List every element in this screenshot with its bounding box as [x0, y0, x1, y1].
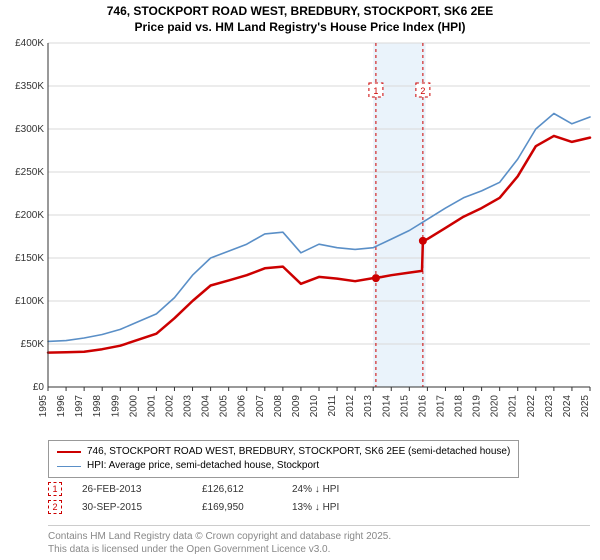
event-label-text: 2: [420, 86, 425, 96]
x-tick-label: 2005: [219, 395, 230, 418]
marker-row: 2 30-SEP-2015£169,95013% ↓ HPI: [48, 498, 412, 516]
y-tick-label: £150K: [15, 253, 44, 264]
x-tick-label: 1995: [38, 395, 49, 418]
x-tick-label: 1999: [110, 395, 121, 418]
y-tick-label: £300K: [15, 124, 44, 135]
marker-price: £126,612: [202, 484, 292, 495]
markers-table: 1 26-FEB-2013£126,61224% ↓ HPI 2 30-SEP-201…: [48, 480, 412, 516]
x-tick-label: 2003: [183, 395, 194, 418]
legend-row: HPI: Average price, semi-detached house,…: [57, 459, 510, 473]
chart-area: £0 £50K £100K £150K £200K £250K £300K £350K £400…: [0, 37, 600, 432]
chart-svg: £0 £50K £100K £150K £200K £250K £300K £350K £400…: [0, 37, 600, 432]
x-tick-label: 2022: [526, 395, 537, 418]
x-tick-label: 2010: [309, 395, 320, 418]
y-tick-label: £250K: [15, 167, 44, 178]
x-tick-label: 2004: [201, 395, 212, 418]
marker-diff: 13% ↓ HPI: [292, 502, 412, 513]
marker-date: 26-FEB-2013: [82, 484, 202, 495]
x-tick-label: 2009: [291, 395, 302, 418]
x-tick-label: 1996: [56, 395, 67, 418]
x-tick-label: 2025: [580, 395, 591, 418]
x-tick-label: 2017: [435, 395, 446, 418]
x-tick-label: 2002: [164, 395, 175, 418]
event-marker: [372, 274, 380, 282]
x-tick-label: 2006: [237, 395, 248, 418]
x-tick-label: 2007: [255, 395, 266, 418]
marker-price: £169,950: [202, 502, 292, 513]
x-tick-label: 1998: [92, 395, 103, 418]
x-tick-label: 2000: [128, 395, 139, 418]
event-marker: [419, 237, 427, 245]
event-label-text: 1: [373, 86, 378, 96]
title-line-2: Price paid vs. HM Land Registry's House …: [10, 20, 590, 36]
x-tick-label: 2024: [562, 395, 573, 418]
y-tick-label: £200K: [15, 210, 44, 221]
y-tick-label: £50K: [21, 339, 45, 350]
title-line-1: 746, STOCKPORT ROAD WEST, BREDBURY, STOC…: [10, 4, 590, 20]
marker-number-box: 2: [48, 500, 62, 514]
x-tick-label: 2013: [363, 395, 374, 418]
marker-number-box: 1: [48, 482, 62, 496]
x-tick-label: 2008: [273, 395, 284, 418]
x-tick-label: 2001: [146, 395, 157, 418]
legend-swatch: [57, 466, 81, 467]
x-tick-label: 1997: [74, 395, 85, 418]
x-tick-label: 2019: [472, 395, 483, 418]
x-tick-label: 2016: [417, 395, 428, 418]
footer: Contains HM Land Registry data © Crown c…: [48, 525, 590, 556]
y-tick-label: £0: [33, 382, 45, 393]
x-tick-label: 2012: [345, 395, 356, 418]
y-tick-label: £100K: [15, 296, 44, 307]
x-tick-label: 2023: [544, 395, 555, 418]
x-tick-label: 2014: [381, 395, 392, 418]
legend: 746, STOCKPORT ROAD WEST, BREDBURY, STOC…: [48, 440, 519, 478]
legend-label: HPI: Average price, semi-detached house,…: [87, 459, 319, 473]
chart-container: 746, STOCKPORT ROAD WEST, BREDBURY, STOC…: [0, 0, 600, 560]
y-tick-label: £350K: [15, 81, 44, 92]
title-block: 746, STOCKPORT ROAD WEST, BREDBURY, STOC…: [0, 0, 600, 37]
series-hpi: [48, 114, 590, 342]
y-tick-label: £400K: [15, 38, 44, 49]
legend-swatch: [57, 451, 81, 453]
x-tick-label: 2018: [454, 395, 465, 418]
footer-line-1: Contains HM Land Registry data © Crown c…: [48, 530, 590, 543]
marker-date: 30-SEP-2015: [82, 502, 202, 513]
legend-label: 746, STOCKPORT ROAD WEST, BREDBURY, STOC…: [87, 445, 510, 459]
marker-row: 1 26-FEB-2013£126,61224% ↓ HPI: [48, 480, 412, 498]
footer-line-2: This data is licensed under the Open Gov…: [48, 543, 590, 556]
legend-row: 746, STOCKPORT ROAD WEST, BREDBURY, STOC…: [57, 445, 510, 459]
marker-diff: 24% ↓ HPI: [292, 484, 412, 495]
x-tick-label: 2015: [399, 395, 410, 418]
x-tick-label: 2020: [490, 395, 501, 418]
x-tick-label: 2021: [508, 395, 519, 418]
x-tick-label: 2011: [327, 395, 338, 417]
